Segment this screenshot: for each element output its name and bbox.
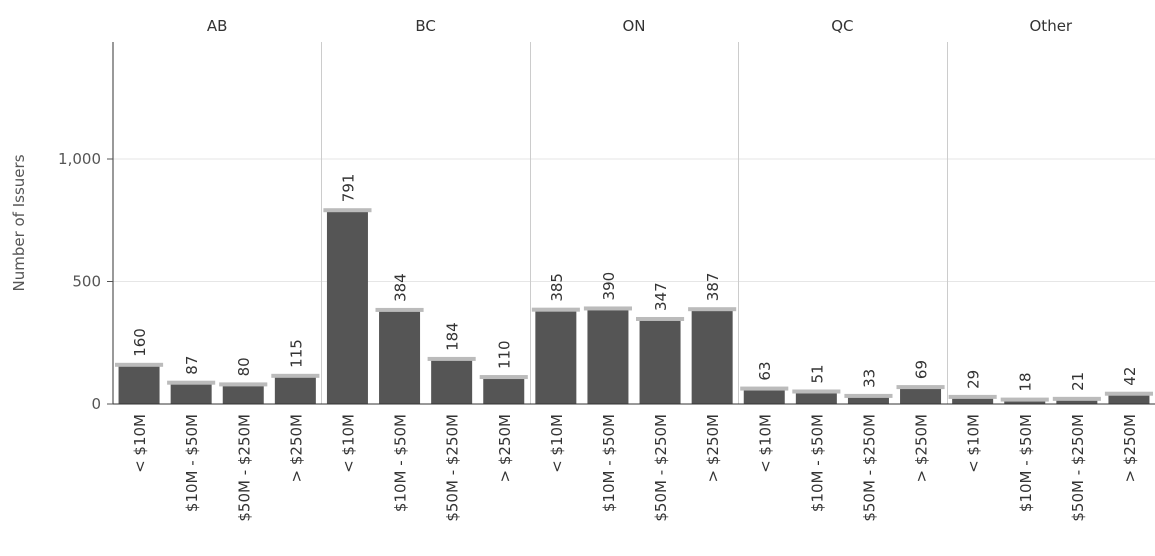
bar: [743, 388, 785, 404]
x-tick-label: $50M - $250M: [1069, 414, 1087, 522]
bar: [535, 309, 577, 404]
data-label: 115: [287, 339, 305, 368]
data-label: 51: [808, 364, 826, 383]
data-label: 384: [392, 273, 410, 302]
reference-mark: [844, 393, 893, 398]
x-tick-label: > $250M: [704, 414, 722, 482]
bar: [952, 396, 994, 404]
data-label: 21: [1069, 372, 1087, 391]
bar: [1108, 393, 1150, 404]
x-tick-label: $10M - $50M: [1017, 414, 1035, 512]
data-label: 69: [913, 360, 931, 379]
x-tick-label: $10M - $50M: [600, 414, 618, 512]
x-tick-label: < $10M: [965, 414, 983, 473]
data-label: 184: [444, 322, 462, 351]
reference-mark: [115, 362, 164, 367]
bar: [900, 387, 942, 404]
data-label: 385: [548, 273, 566, 302]
x-tick-label: < $10M: [756, 414, 774, 473]
reference-mark: [531, 307, 580, 312]
reference-mark: [271, 373, 320, 378]
data-label: 347: [652, 282, 670, 311]
x-tick-label: < $10M: [339, 414, 357, 473]
data-label: 791: [339, 174, 357, 203]
data-label: 63: [756, 361, 774, 380]
reference-mark: [792, 389, 841, 394]
reference-mark: [583, 306, 632, 311]
bar: [1056, 398, 1098, 404]
x-tick-label: > $250M: [287, 414, 305, 482]
data-label: 110: [496, 340, 514, 369]
panel-dividers: [321, 42, 948, 404]
x-tick-label: > $250M: [496, 414, 514, 482]
bar: [795, 391, 837, 404]
bar: [170, 382, 212, 404]
panel-title: ON: [622, 17, 645, 35]
data-label: 87: [183, 356, 201, 375]
x-tick-label: $50M - $250M: [860, 414, 878, 522]
reference-mark: [688, 307, 737, 312]
reference-mark: [323, 208, 372, 213]
reference-mark: [896, 385, 945, 390]
gridlines: [113, 158, 1155, 282]
bar: [847, 395, 889, 404]
bar: [431, 358, 473, 404]
x-tick-label: $50M - $250M: [235, 414, 253, 522]
bar: [483, 377, 525, 404]
panel-titles: AB BC ON QC Other: [207, 17, 1073, 35]
x-tick-label: < $10M: [131, 414, 149, 473]
reference-mark: [427, 356, 476, 361]
data-label: 29: [965, 370, 983, 389]
bar: [326, 210, 368, 404]
x-tick-label: < $10M: [548, 414, 566, 473]
reference-mark: [479, 375, 528, 380]
x-tick-label: > $250M: [913, 414, 931, 482]
bar: [379, 309, 421, 404]
bar: [118, 364, 160, 404]
bars: [118, 210, 1150, 404]
reference-mark: [740, 386, 789, 391]
y-axis: 0 500 1,000: [58, 42, 114, 413]
data-label: 160: [131, 328, 149, 357]
x-tick-labels: < $10M $10M - $50M $50M - $250M > $250M < $1…: [131, 414, 1139, 522]
reference-marks: [115, 208, 1153, 402]
y-tick-label: 500: [72, 273, 101, 291]
x-tick-label: $10M - $50M: [183, 414, 201, 512]
data-label: 80: [235, 357, 253, 376]
reference-mark: [636, 316, 685, 321]
bar: [639, 318, 681, 404]
data-label: 33: [860, 369, 878, 388]
bar: [691, 309, 733, 404]
reference-mark: [167, 380, 216, 385]
data-labels: 160 87 80 115 791 384 184 110 385 390 347 387 63 51 33…: [131, 174, 1139, 392]
reference-mark: [219, 382, 268, 387]
x-tick-label: $50M - $250M: [652, 414, 670, 522]
data-label: 18: [1017, 372, 1035, 391]
reference-mark: [948, 394, 997, 399]
x-tick-label: $10M - $50M: [392, 414, 410, 512]
panel-title: BC: [415, 17, 436, 35]
bar: [1004, 399, 1046, 404]
reference-mark: [1104, 391, 1153, 396]
data-label: 390: [600, 272, 618, 301]
y-axis-label: Number of Issuers: [10, 154, 28, 291]
bar: [222, 384, 264, 404]
reference-mark: [1000, 397, 1049, 402]
y-tick-label: 1,000: [58, 150, 101, 168]
y-tick-label: 0: [91, 395, 101, 413]
panel-title: AB: [207, 17, 228, 35]
data-label: 387: [704, 273, 722, 302]
bar: [274, 375, 316, 404]
reference-mark: [375, 307, 424, 312]
data-label: 42: [1121, 367, 1139, 386]
x-tick-label: > $250M: [1121, 414, 1139, 482]
bar: [587, 308, 629, 404]
x-tick-label: $10M - $50M: [808, 414, 826, 512]
panel-title: QC: [831, 17, 853, 35]
x-tick-label: $50M - $250M: [444, 414, 462, 522]
reference-mark: [1052, 396, 1101, 401]
panel-title: Other: [1030, 17, 1073, 35]
